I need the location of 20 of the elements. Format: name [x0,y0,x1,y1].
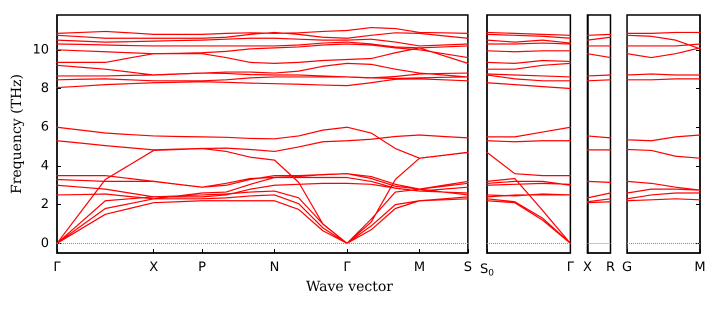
x-tick-label: S [464,260,472,275]
x-tick-label: R [606,260,616,275]
x-tick-label: P [198,260,206,275]
y-tick-label: 0 [40,236,49,251]
y-tick-label: 2 [40,197,49,212]
x-tick-label: Γ [343,260,352,275]
y-tick-label: 6 [40,120,49,135]
x-axis-title: Wave vector [306,279,394,295]
y-tick-label: 10 [32,42,49,58]
x-tick-label: N [270,260,280,275]
x-tick-label: G [622,260,632,275]
x-tick-label: M [694,260,706,275]
y-tick-label: 8 [40,81,49,96]
x-tick-label: M [414,260,426,275]
y-axis-title: Frequency (THz) [9,74,25,194]
y-tick-label: 4 [40,158,49,174]
x-tick-label: Γ [53,260,62,275]
x-tick-label: Γ [566,260,575,275]
x-tick-label: X [149,260,158,275]
x-tick-label: X [583,260,592,275]
